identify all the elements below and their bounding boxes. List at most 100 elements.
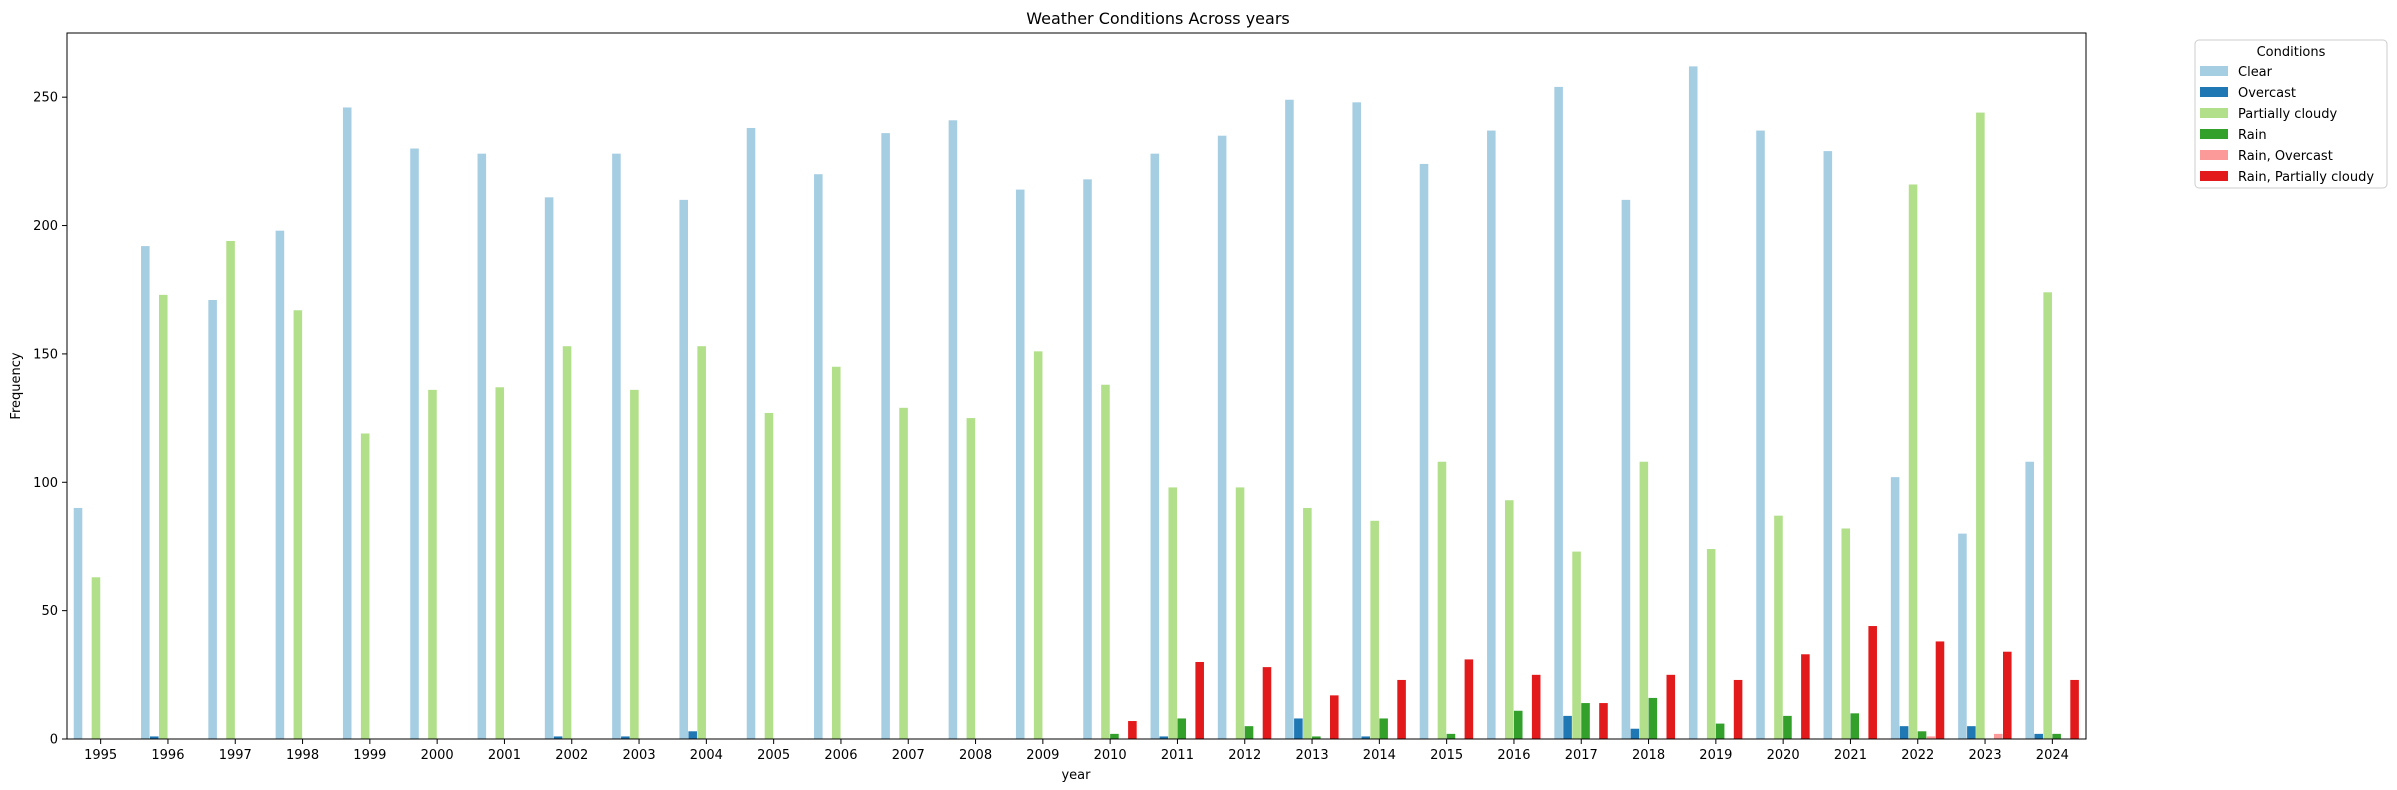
bar-overcast-2023 <box>1967 726 1976 739</box>
x-tick-label: 2002 <box>555 748 588 763</box>
bar-overcast-2011 <box>1159 736 1169 739</box>
y-tick-label: 0 <box>50 733 58 748</box>
bar-overcast-2003 <box>621 736 630 739</box>
x-tick-label: 2013 <box>1296 748 1329 763</box>
legend-entry: Rain, Overcast <box>2238 149 2333 164</box>
bar-clear-2009 <box>1015 189 1025 740</box>
bar-rain-partially-cloudy-2014 <box>1397 679 1406 739</box>
bar-clear-1997 <box>208 300 217 739</box>
bar-partially-cloudy-2015 <box>1437 461 1447 739</box>
bar-partially-cloudy-1995 <box>91 577 101 739</box>
legend-swatch <box>2200 129 2228 139</box>
bar-rain-2024 <box>2052 733 2061 739</box>
bar-clear-2021 <box>1823 151 1833 740</box>
plot-frame <box>66 32 2087 740</box>
bar-rain-partially-cloudy-2011 <box>1195 661 1204 739</box>
y-tick-label: 100 <box>33 476 58 491</box>
x-tick-label: 2016 <box>1497 748 1530 763</box>
bar-clear-2000 <box>410 148 419 739</box>
bar-overcast-2022 <box>1899 726 1909 739</box>
y-tick-label: 50 <box>41 604 58 619</box>
x-tick-label: 2005 <box>757 748 790 763</box>
x-axis: 1995 1996 1997 1998 1999 2000 2001 2002 2003 2004… <box>84 739 2069 763</box>
x-tick-label: 2019 <box>1699 748 1732 763</box>
bar-partially-cloudy-2008 <box>966 418 976 739</box>
bar-clear-2017 <box>1554 86 1563 739</box>
bar-partially-cloudy-1998 <box>293 310 303 739</box>
bar-clear-2006 <box>814 174 823 739</box>
bar-partially-cloudy-2024 <box>2043 292 2052 739</box>
x-axis-label: year <box>1061 768 1091 783</box>
bar-partially-cloudy-1997 <box>226 240 235 739</box>
bar-rain-partially-cloudy-2016 <box>1531 674 1541 739</box>
legend-entry: Partially cloudy <box>2238 107 2337 122</box>
x-tick-label: 2007 <box>892 748 925 763</box>
legend-title: Conditions <box>2257 45 2326 60</box>
bar-partially-cloudy-2010 <box>1101 384 1110 739</box>
bar-partially-cloudy-2001 <box>495 387 505 739</box>
legend-swatch <box>2200 66 2228 76</box>
bar-rain-2022 <box>1917 731 1927 739</box>
bar-partially-cloudy-2017 <box>1572 551 1581 739</box>
bar-rain-2011 <box>1177 718 1187 739</box>
bar-overcast-2013 <box>1294 718 1303 739</box>
legend-swatch <box>2200 108 2228 118</box>
bar-partially-cloudy-2012 <box>1235 487 1245 739</box>
x-tick-label: 1998 <box>286 748 319 763</box>
bar-overcast-1996 <box>150 736 159 739</box>
bar-partially-cloudy-2002 <box>562 346 572 739</box>
bar-partially-cloudy-2009 <box>1033 351 1043 739</box>
bar-partially-cloudy-2022 <box>1908 184 1918 740</box>
bar-clear-2022 <box>1890 477 1900 739</box>
x-tick-label: 1996 <box>151 748 184 763</box>
bar-clear-2012 <box>1217 135 1227 739</box>
bar-rain-partially-cloudy-2018 <box>1666 674 1676 739</box>
bar-partially-cloudy-1999 <box>360 433 370 739</box>
bar-partially-cloudy-2006 <box>831 366 841 739</box>
x-tick-label: 2012 <box>1228 748 1261 763</box>
bar-rain-2015 <box>1446 733 1456 739</box>
x-tick-label: 2022 <box>1901 748 1934 763</box>
bar-clear-2024 <box>2025 461 2034 739</box>
bar-partially-cloudy-2023 <box>1976 112 1985 740</box>
plot-area <box>73 66 2079 740</box>
x-tick-label: 1997 <box>219 748 252 763</box>
bar-overcast-2018 <box>1630 728 1640 739</box>
x-tick-label: 2021 <box>1834 748 1867 763</box>
bar-partially-cloudy-2018 <box>1639 461 1649 739</box>
y-tick-label: 250 <box>33 91 58 106</box>
bar-clear-1999 <box>342 107 352 739</box>
x-tick-label: 2023 <box>1969 748 2002 763</box>
bar-rain-overcast-2022 <box>1926 736 1936 739</box>
bar-clear-2018 <box>1621 199 1631 739</box>
bar-rain-2018 <box>1648 697 1658 739</box>
legend: Conditions Clear Overcast Partially cloudy… <box>2194 39 2388 189</box>
bar-clear-2014 <box>1352 102 1361 739</box>
bar-rain-partially-cloudy-2020 <box>1801 654 1810 739</box>
x-tick-label: 2001 <box>488 748 521 763</box>
x-tick-label: 2024 <box>2036 748 2069 763</box>
legend-swatch <box>2200 150 2228 160</box>
bar-clear-2001 <box>477 153 487 739</box>
bar-rain-2020 <box>1783 715 1792 739</box>
bar-rain-2012 <box>1244 726 1254 739</box>
legend-entry: Rain <box>2238 128 2267 143</box>
bar-rain-partially-cloudy-2012 <box>1262 667 1272 739</box>
x-tick-label: 2017 <box>1565 748 1598 763</box>
x-tick-label: 2010 <box>1094 748 1127 763</box>
x-tick-label: 2020 <box>1767 748 1800 763</box>
bar-rain-2021 <box>1850 713 1860 739</box>
bar-clear-2010 <box>1083 179 1092 739</box>
bar-partially-cloudy-2004 <box>697 346 706 739</box>
x-tick-label: 2015 <box>1430 748 1463 763</box>
bar-clear-2023 <box>1958 533 1967 739</box>
bar-partially-cloudy-2019 <box>1706 549 1716 739</box>
bar-clear-2003 <box>612 153 621 739</box>
bar-partially-cloudy-2011 <box>1168 487 1178 739</box>
y-axis: 0 50 100 150 200 250 <box>33 91 67 748</box>
bar-rain-partially-cloudy-2022 <box>1935 641 1945 739</box>
bar-overcast-2014 <box>1361 736 1370 739</box>
legend-entry: Overcast <box>2238 86 2296 101</box>
x-tick-label: 2014 <box>1363 748 1396 763</box>
